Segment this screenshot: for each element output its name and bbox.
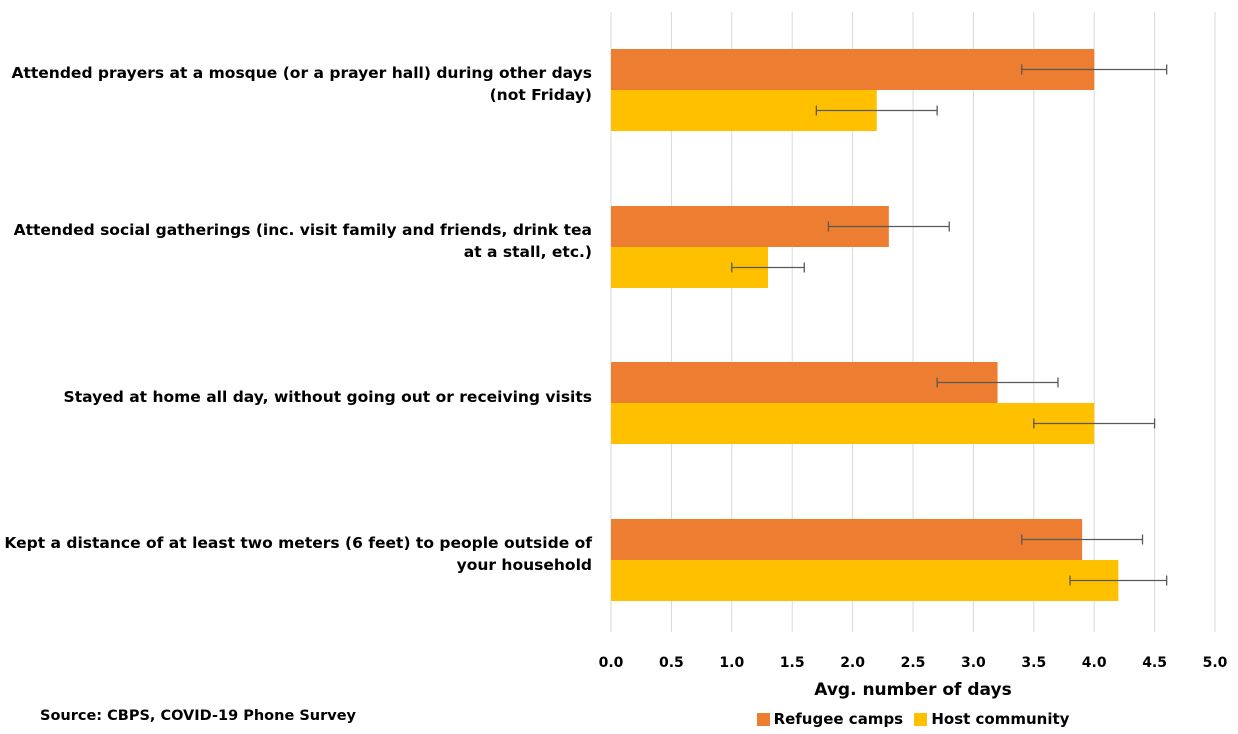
x-tick-label: 2.0 (840, 655, 865, 671)
x-tick-label: 1.0 (719, 655, 744, 671)
legend-label-refugee: Refugee camps (773, 710, 904, 728)
bar-refugee-camps (611, 49, 1095, 90)
bar-host-community (611, 560, 1119, 601)
category-label: Attended prayers at a mosque (or a praye… (11, 64, 592, 104)
x-tick-label: 3.0 (961, 655, 986, 671)
x-tick-label: 0.5 (659, 655, 684, 671)
bar-host-community (611, 403, 1095, 444)
category-label: Stayed at home all day, without going ou… (63, 388, 592, 406)
x-tick-label: 4.0 (1082, 655, 1107, 671)
x-tick-label: 4.5 (1142, 655, 1167, 671)
x-tick-label: 2.5 (901, 655, 926, 671)
category-label: Kept a distance of at least two meters (… (4, 534, 592, 574)
bar-refugee-camps (611, 519, 1083, 560)
x-tick-label: 0.0 (599, 655, 624, 671)
x-tick-label: 3.5 (1021, 655, 1046, 671)
x-tick-label: 1.5 (780, 655, 805, 671)
legend-item-host: Host community (914, 710, 1069, 728)
legend: Refugee camps Host community (611, 710, 1215, 730)
x-axis-label: Avg. number of days (814, 680, 1012, 700)
legend-swatch-refugee (756, 712, 770, 726)
category-label: Attended social gatherings (inc. visit f… (13, 221, 592, 261)
legend-label-host: Host community (931, 710, 1070, 728)
legend-item-refugee: Refugee camps (756, 710, 904, 728)
legend-swatch-host (914, 712, 928, 726)
x-tick-label: 5.0 (1203, 655, 1228, 671)
source-note: Source: CBPS, COVID-19 Phone Survey (40, 708, 356, 724)
bar-refugee-camps (611, 362, 998, 403)
